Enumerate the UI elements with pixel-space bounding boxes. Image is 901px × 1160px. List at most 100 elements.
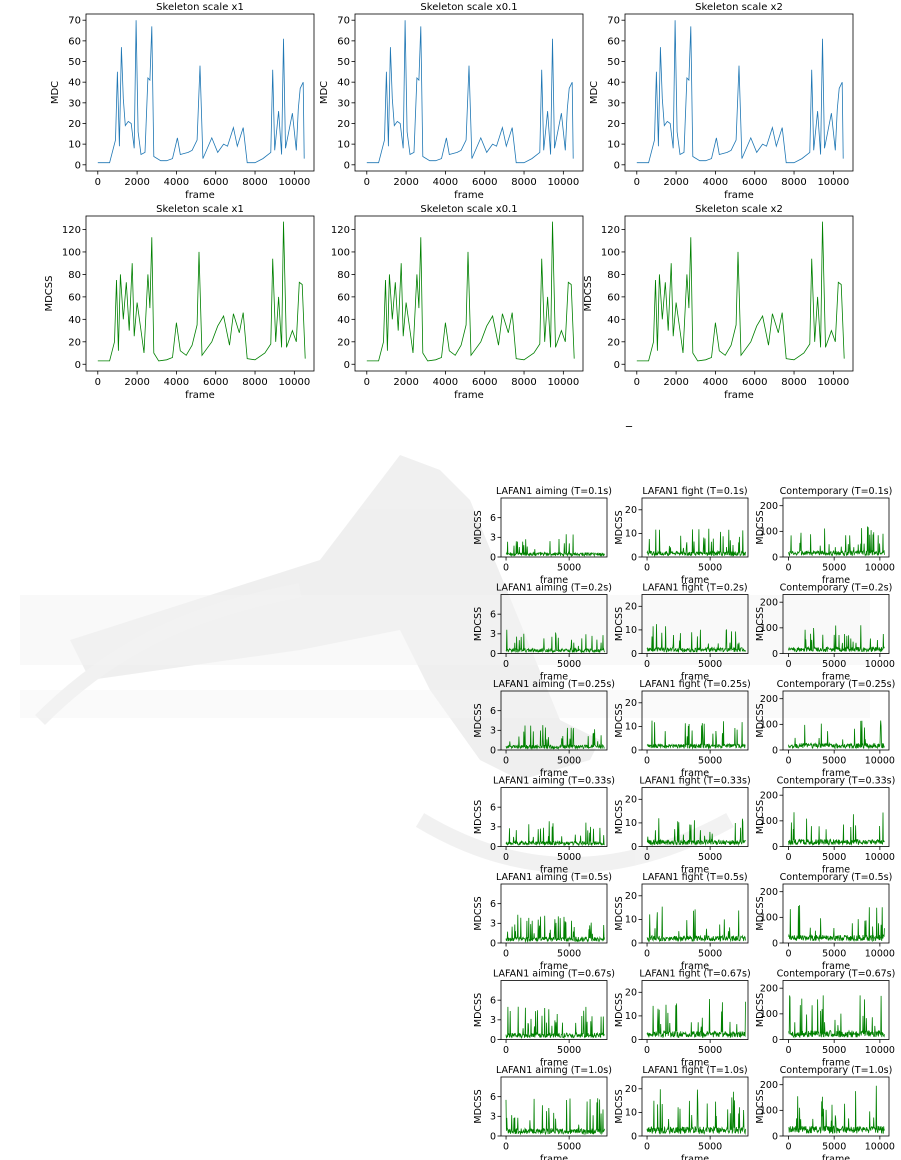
subplot-title: LAFAN1 fight (T=0.67s) xyxy=(639,969,750,980)
subplot: 0 5000 10000 0 100 200 Contemporary (T=0.67s) f… xyxy=(755,969,895,1069)
x-tick-label: 2000 xyxy=(124,177,149,188)
series-line xyxy=(366,20,574,164)
series-line xyxy=(97,20,305,164)
y-tick-label: 0 xyxy=(631,1131,637,1142)
y-axis-label: MDCSS xyxy=(473,993,484,1027)
y-axis-label: MDCSS xyxy=(583,275,594,311)
x-tick-label: 4000 xyxy=(164,177,189,188)
x-axis-label: frame xyxy=(540,575,568,586)
y-tick-label: 0 xyxy=(631,745,637,756)
x-tick-label: 0 xyxy=(503,756,509,767)
x-tick-label: 0 xyxy=(785,1142,791,1153)
x-tick-label: 8000 xyxy=(781,377,806,388)
y-tick-label: 3 xyxy=(490,629,496,640)
subplot-title: LAFAN1 aiming (T=0.1s) xyxy=(496,486,612,497)
x-tick-label: 10000 xyxy=(547,377,579,388)
y-axis-label: MDCSS xyxy=(44,275,55,311)
y-tick-label: 70 xyxy=(337,16,350,27)
x-tick-label: 5000 xyxy=(557,1045,581,1056)
series-line xyxy=(788,1085,885,1135)
x-tick-label: 0 xyxy=(644,563,650,574)
y-tick-label: 200 xyxy=(760,791,778,802)
y-tick-label: 40 xyxy=(337,315,350,326)
y-axis-label: MDCSS xyxy=(473,896,484,930)
x-tick-label: 10000 xyxy=(278,377,310,388)
subplot-title: Skeleton scale x0.1 xyxy=(420,2,517,13)
axes-frame xyxy=(641,787,749,847)
x-tick-label: 5000 xyxy=(698,756,722,767)
axes-frame xyxy=(782,497,890,558)
y-tick-label: 0 xyxy=(772,1131,778,1142)
y-axis-label: MDCSS xyxy=(473,703,484,737)
y-tick-label: 6 xyxy=(490,802,496,813)
x-axis-label: frame xyxy=(540,1154,568,1160)
y-axis-label: MDCSS xyxy=(473,607,484,641)
y-tick-label: 20 xyxy=(625,891,637,902)
x-tick-label: 4000 xyxy=(164,377,189,388)
y-tick-label: 0 xyxy=(631,938,637,949)
subplot-title: Contemporary (T=0.1s) xyxy=(780,486,893,497)
x-axis-label: frame xyxy=(454,190,484,201)
axes-frame xyxy=(782,1076,890,1137)
y-tick-label: 0 xyxy=(631,1035,637,1046)
subplot-title: Contemporary (T=0.33s) xyxy=(777,776,896,787)
subplot-title: Skeleton scale x2 xyxy=(695,2,783,13)
x-tick-label: 8000 xyxy=(242,377,267,388)
x-tick-label: 0 xyxy=(785,563,791,574)
y-tick-label: 20 xyxy=(625,505,637,516)
x-tick-label: 5000 xyxy=(822,852,846,863)
y-tick-label: 10 xyxy=(625,915,637,926)
series-line xyxy=(788,905,885,943)
y-axis-label: MDCSS xyxy=(755,896,766,930)
x-tick-label: 0 xyxy=(785,1045,791,1056)
x-tick-label: 2000 xyxy=(663,177,688,188)
series-line xyxy=(505,1006,605,1040)
x-tick-label: 0 xyxy=(503,949,509,960)
x-tick-label: 2000 xyxy=(393,177,418,188)
x-tick-label: 0 xyxy=(785,949,791,960)
x-tick-label: 5000 xyxy=(698,1142,722,1153)
y-axis-label: MDCSS xyxy=(755,510,766,544)
axes-frame xyxy=(641,497,749,558)
y-tick-label: 3 xyxy=(490,726,496,737)
x-axis-label: frame xyxy=(185,390,215,401)
y-tick-label: 3 xyxy=(490,1015,496,1026)
axes-frame xyxy=(782,980,890,1040)
y-tick-label: 0 xyxy=(631,842,637,853)
x-axis-label: frame xyxy=(454,390,484,401)
x-tick-label: 0 xyxy=(95,377,101,388)
subplot: 0 5000 10000 0 100 200 Contemporary (T=0.33s) f… xyxy=(755,776,895,876)
subplot-title: Skeleton scale x0.1 xyxy=(420,204,517,215)
subplot-title: LAFAN1 fight (T=0.5s) xyxy=(642,872,747,883)
y-axis-label: MDCSS xyxy=(755,703,766,737)
subplot: 0 2000 4000 6000 8000 10000 0 20 40 60 80 100 120 Ske… xyxy=(331,204,584,401)
subplot-title: Skeleton scale x1 xyxy=(156,2,244,13)
y-tick-label: 0 xyxy=(490,1035,496,1046)
y-tick-label: 20 xyxy=(625,988,637,999)
y-tick-label: 80 xyxy=(68,270,81,281)
axes-frame xyxy=(782,690,890,751)
axes-frame xyxy=(85,13,315,172)
y-tick-label: 10 xyxy=(337,140,350,151)
y-tick-label: 10 xyxy=(625,1011,637,1022)
y-tick-label: 0 xyxy=(631,649,637,660)
y-tick-label: 6 xyxy=(490,706,496,717)
y-tick-label: 0 xyxy=(772,649,778,660)
y-tick-label: 200 xyxy=(760,694,778,705)
y-tick-label: 200 xyxy=(760,984,778,995)
y-tick-label: 120 xyxy=(62,225,81,236)
series-line xyxy=(788,995,885,1039)
axes-frame xyxy=(500,594,608,654)
x-tick-label: 4000 xyxy=(433,177,458,188)
x-tick-label: 0 xyxy=(95,177,101,188)
plots-layer: 0 2000 4000 6000 8000 10000010203040506070Ske… xyxy=(44,2,895,1160)
x-tick-label: 0 xyxy=(503,563,509,574)
x-tick-label: 0 xyxy=(634,177,640,188)
x-tick-label: 6000 xyxy=(472,377,497,388)
y-tick-label: 120 xyxy=(331,225,350,236)
x-tick-label: 5000 xyxy=(698,659,722,670)
y-tick-label: 0 xyxy=(490,938,496,949)
